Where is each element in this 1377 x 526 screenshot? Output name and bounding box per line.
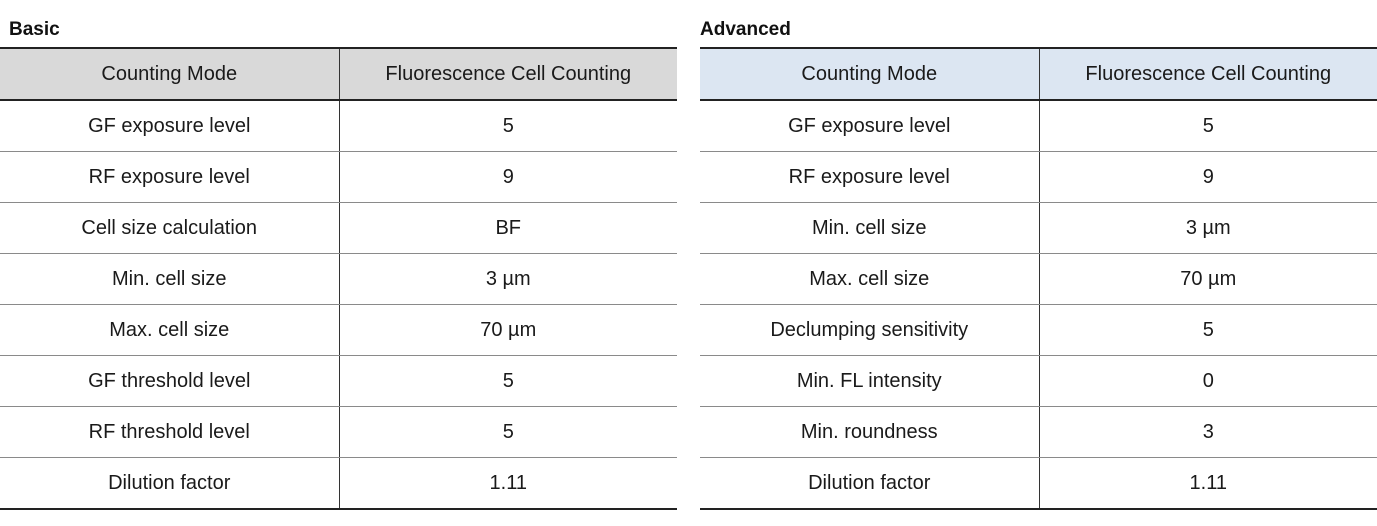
row-label: RF exposure level [700,151,1040,203]
table-row: Min. roundness 3 [700,406,1377,458]
row-value: 3 µm [1039,202,1377,254]
header-fluorescence-cell-counting: Fluorescence Cell Counting [339,47,677,101]
row-label: Max. cell size [0,304,340,356]
table-row: Dilution factor 1.11 [0,457,677,510]
row-label: RF exposure level [0,151,340,203]
row-value: 1.11 [1039,457,1377,510]
table-row: RF exposure level 9 [700,151,1377,203]
basic-title: Basic [9,19,60,40]
row-label: Cell size calculation [0,202,340,254]
advanced-panel: Advanced Counting Mode Fluorescence Cell… [700,16,1377,510]
row-label: Max. cell size [700,253,1040,305]
row-value: 5 [1039,100,1377,152]
table-row: GF threshold level 5 [0,355,677,407]
row-value: 9 [1039,151,1377,203]
header-fluorescence-cell-counting: Fluorescence Cell Counting [1039,47,1377,101]
row-label: Min. FL intensity [700,355,1040,407]
row-label: RF threshold level [0,406,340,458]
table-row: Max. cell size 70 µm [0,304,677,356]
row-value: 3 µm [339,253,677,305]
row-value: BF [339,202,677,254]
row-value: 70 µm [339,304,677,356]
table-row: Cell size calculation BF [0,202,677,254]
row-value: 3 [1039,406,1377,458]
header-counting-mode: Counting Mode [0,47,340,101]
row-value: 70 µm [1039,253,1377,305]
row-label: GF exposure level [700,100,1040,152]
row-value: 5 [1039,304,1377,356]
row-label: GF exposure level [0,100,340,152]
table-row: Min. cell size 3 µm [700,202,1377,254]
row-label: GF threshold level [0,355,340,407]
table-row: Max. cell size 70 µm [700,253,1377,305]
table-row: RF threshold level 5 [0,406,677,458]
row-label: Min. cell size [0,253,340,305]
table-row: Declumping sensitivity 5 [700,304,1377,356]
basic-table: Counting Mode Fluorescence Cell Counting… [0,47,677,510]
row-value: 5 [339,406,677,458]
row-label: Min. roundness [700,406,1040,458]
row-label: Min. cell size [700,202,1040,254]
row-label: Dilution factor [700,457,1040,510]
row-value: 9 [339,151,677,203]
row-value: 5 [339,100,677,152]
table-row: Min. FL intensity 0 [700,355,1377,407]
advanced-title: Advanced [700,19,791,40]
basic-panel: Basic Counting Mode Fluorescence Cell Co… [0,16,677,510]
row-value: 5 [339,355,677,407]
advanced-table: Counting Mode Fluorescence Cell Counting… [700,47,1377,510]
table-row: Dilution factor 1.11 [700,457,1377,510]
row-label: Dilution factor [0,457,340,510]
table-row: GF exposure level 5 [0,100,677,152]
table-row: GF exposure level 5 [700,100,1377,152]
row-value: 0 [1039,355,1377,407]
row-label: Declumping sensitivity [700,304,1040,356]
table-header-row: Counting Mode Fluorescence Cell Counting [0,47,677,101]
row-value: 1.11 [339,457,677,510]
table-row: Min. cell size 3 µm [0,253,677,305]
table-row: RF exposure level 9 [0,151,677,203]
header-counting-mode: Counting Mode [700,47,1040,101]
table-header-row: Counting Mode Fluorescence Cell Counting [700,47,1377,101]
